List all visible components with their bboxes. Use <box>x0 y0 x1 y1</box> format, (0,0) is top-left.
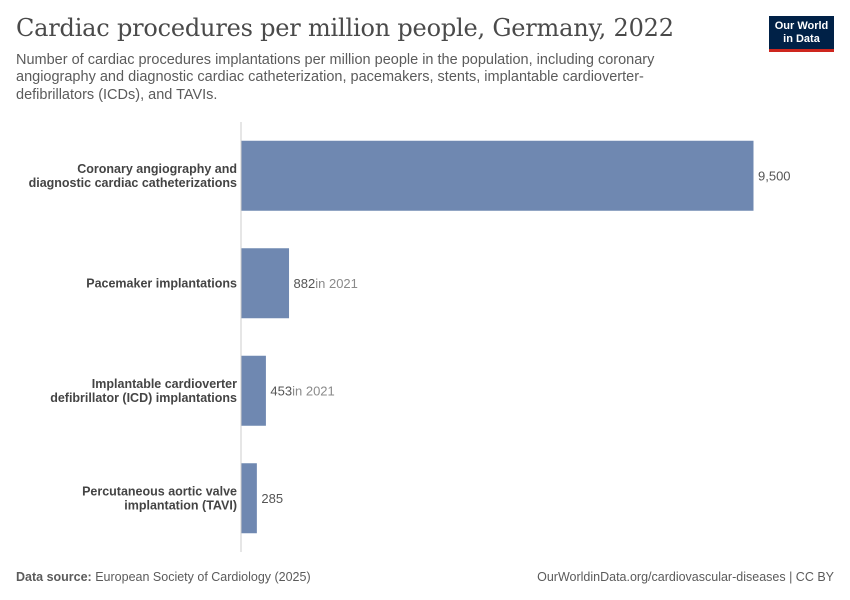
category-label-2-1: defibrillator (ICD) implantations <box>50 391 237 405</box>
category-label-0-0: Coronary angiography and <box>77 162 237 176</box>
chart-subtitle: Number of cardiac procedures implantatio… <box>16 52 655 103</box>
bar-1[interactable] <box>241 248 290 319</box>
value-note-2: in 2021 <box>292 383 335 398</box>
value-label-1: 882in 2021 <box>294 276 358 291</box>
bar-3[interactable] <box>241 463 257 534</box>
value-label-2: 453in 2021 <box>270 383 334 398</box>
value-label-0: 9,500 <box>758 168 791 183</box>
value-note-1: in 2021 <box>315 276 358 291</box>
data-source: Data source: European Society of Cardiol… <box>16 570 311 584</box>
category-label-3-1: implantation (TAVI) <box>124 498 237 512</box>
bar-0[interactable] <box>241 140 754 211</box>
data-source-text[interactable]: European Society of Cardiology (2025) <box>95 570 311 584</box>
category-label-2-0: Implantable cardioverter <box>92 377 237 391</box>
category-label-3-0: Percutaneous aortic valve <box>82 484 237 498</box>
footer-link[interactable]: OurWorldinData.org/cardiovascular-diseas… <box>537 570 834 584</box>
data-source-label: Data source: <box>16 570 92 584</box>
chart-title: Cardiac procedures per million people, G… <box>16 14 674 42</box>
owid-logo[interactable]: Our World in Data <box>769 16 834 52</box>
category-label-0-1: diagnostic cardiac catheterizations <box>29 176 237 190</box>
value-label-3: 285 <box>261 491 283 506</box>
category-label-1-0: Pacemaker implantations <box>86 276 237 290</box>
bar-2[interactable] <box>241 355 266 426</box>
